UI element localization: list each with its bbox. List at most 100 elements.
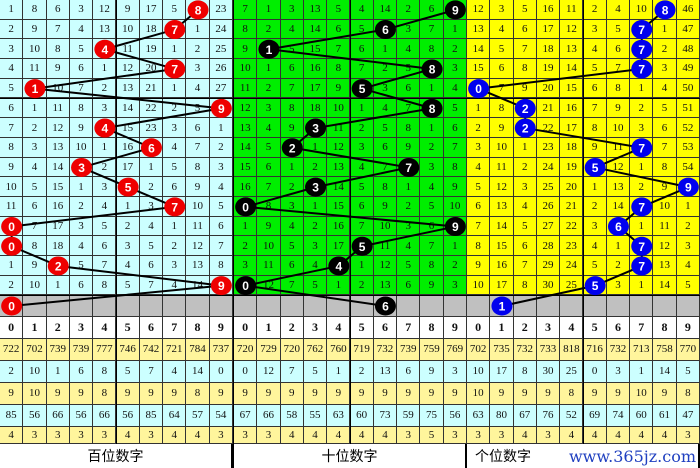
grid-cell: [139, 137, 164, 158]
stat-cell: 30: [536, 360, 561, 383]
grid-cell: 22: [536, 118, 561, 138]
stat-cell: 85: [0, 404, 24, 427]
grid-cell: [46, 256, 70, 276]
grid-cell: 5: [303, 275, 328, 296]
grid-cell: 8: [513, 275, 537, 296]
grid-cell: 9: [69, 118, 94, 138]
grid-cell: 7: [46, 19, 70, 40]
grid-cell: 2: [280, 177, 304, 197]
stat-cell: 10: [23, 360, 47, 383]
grid-cell: 7: [490, 78, 514, 99]
grid-cell: 1: [163, 216, 187, 237]
grid-cell: 53: [676, 137, 700, 158]
grid-cell: 23: [139, 118, 164, 138]
grid-cell: 11: [327, 118, 351, 138]
grid-cell: 1: [653, 19, 677, 40]
grid-cell: 9: [116, 0, 140, 20]
grid-cell: 17: [139, 0, 164, 20]
grid-cell: 5: [653, 98, 677, 119]
grid-cell: 15: [303, 39, 328, 60]
column-header: 1: [23, 316, 47, 339]
stat-cell: 3: [490, 426, 514, 444]
stat-cell: 702: [467, 338, 491, 361]
grid-cell: [234, 275, 258, 296]
grid-cell: 3: [676, 236, 700, 257]
stat-cell: 3: [23, 426, 47, 444]
grid-cell: 6: [209, 216, 233, 237]
grid-cell: 2: [0, 19, 24, 40]
stat-cell: 9: [163, 382, 187, 405]
grid-cell: 13: [116, 78, 140, 99]
grid-cell: [630, 197, 654, 217]
grid-cell: 4: [303, 256, 328, 276]
grid-cell: 19: [536, 59, 561, 79]
grid-cell: 5: [513, 0, 537, 20]
stat-cell: 9: [513, 382, 537, 405]
grid-cell: 15: [490, 236, 514, 257]
column-header: 8: [653, 316, 677, 339]
grid-cell: 2: [303, 216, 328, 237]
column-header: 0: [0, 316, 24, 339]
grid-cell: 8: [280, 98, 304, 119]
grid-cell: 7: [280, 275, 304, 296]
latest-row-cell: [234, 295, 258, 317]
stat-cell: 74: [606, 404, 631, 427]
grid-cell: 14: [467, 39, 491, 60]
stat-cell: 3: [234, 426, 258, 444]
grid-cell: 2: [0, 275, 24, 296]
grid-cell: 9: [397, 137, 421, 158]
grid-cell: 14: [606, 197, 631, 217]
grid-cell: 2: [116, 216, 140, 237]
stat-cell: 5: [116, 360, 140, 383]
stat-cell: 57: [186, 404, 210, 427]
grid-cell: 14: [327, 177, 351, 197]
grid-cell: 11: [186, 216, 210, 237]
stat-cell: 9: [303, 382, 328, 405]
latest-row-cell: [303, 295, 328, 317]
grid-cell: 10: [116, 19, 140, 40]
grid-cell: 10: [467, 275, 491, 296]
stat-cell: 17: [490, 360, 514, 383]
grid-cell: [513, 118, 537, 138]
latest-row-cell: [350, 295, 374, 317]
grid-cell: 22: [139, 98, 164, 119]
grid-cell: 5: [420, 197, 444, 217]
grid-cell: 4: [350, 0, 374, 20]
grid-cell: 2: [257, 19, 281, 40]
grid-cell: 9: [653, 177, 677, 197]
grid-cell: 11: [490, 157, 514, 178]
grid-cell: 1: [350, 98, 374, 119]
grid-cell: 1: [116, 197, 140, 217]
grid-cell: 13: [560, 39, 584, 60]
panel-label: 个位数字: [467, 443, 700, 468]
grid-cell: 3: [397, 19, 421, 40]
grid-cell: 9: [420, 275, 444, 296]
grid-cell: 5: [490, 39, 514, 60]
stat-cell: 9: [280, 382, 304, 405]
stat-cell: 4: [303, 426, 328, 444]
grid-cell: 10: [490, 137, 514, 158]
grid-cell: 2: [420, 137, 444, 158]
grid-cell: 16: [490, 256, 514, 276]
grid-cell: [23, 78, 47, 99]
grid-cell: 7: [443, 137, 467, 158]
grid-cell: 5: [209, 197, 233, 217]
grid-cell: 2: [397, 0, 421, 20]
grid-cell: [513, 98, 537, 119]
grid-cell: 23: [536, 137, 561, 158]
grid-cell: 4: [467, 157, 491, 178]
grid-cell: 10: [630, 0, 654, 20]
stat-cell: 3: [257, 426, 281, 444]
stat-cell: 737: [209, 338, 233, 361]
latest-row-cell: [93, 295, 117, 317]
stat-cell: 732: [373, 338, 398, 361]
grid-cell: 1: [257, 59, 281, 79]
grid-cell: 1: [420, 118, 444, 138]
stat-cell: 14: [653, 360, 677, 383]
column-header: 3: [303, 316, 328, 339]
grid-cell: 49: [676, 59, 700, 79]
grid-cell: 5: [350, 19, 374, 40]
grid-cell: 14: [303, 19, 328, 40]
grid-cell: 14: [234, 137, 258, 158]
grid-cell: [163, 197, 187, 217]
